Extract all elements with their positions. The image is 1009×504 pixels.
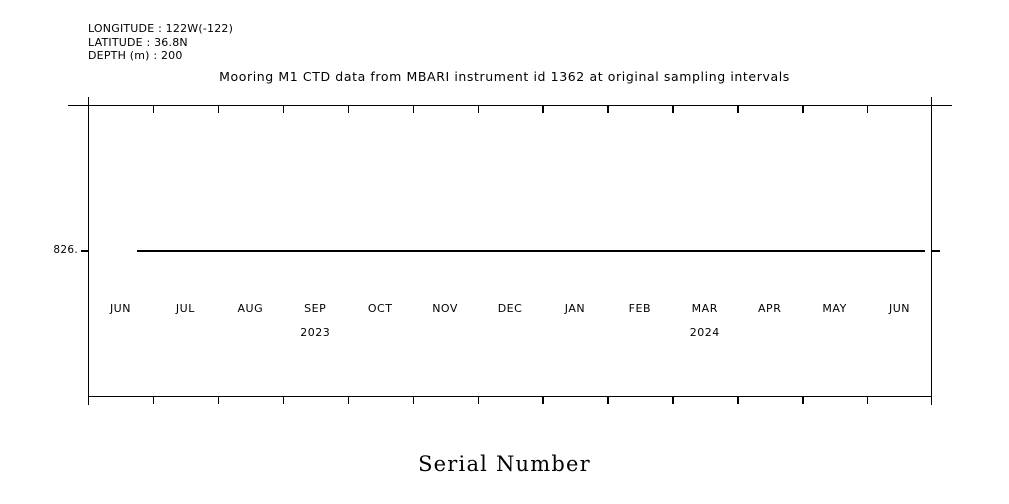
x-tick-jan-7 [542,397,544,404]
x-axis-year-label-1: 2024 [689,326,720,339]
y-tick-right-826 [932,250,940,252]
axis-spine-top [68,105,952,107]
x-axis-label-2: AUG [237,302,264,315]
axis-spine-bottom [88,396,932,398]
x-tick-top-5 [412,106,414,113]
x-tick-dec-6 [477,397,479,404]
x-tick-top-0 [88,106,90,113]
x-tick-may-11 [802,397,804,404]
x-axis-label-12: JUN [889,302,911,315]
x-tick-sep-3 [282,397,285,404]
station-metadata: LONGITUDE : 122W(-122) LATITUDE : 36.8N … [88,22,233,63]
y-tick-826 [81,250,88,252]
x-tick-top-4 [347,106,350,113]
x-tick-jun-0 [88,397,90,404]
x-tick-aug-2 [217,397,220,404]
y-axis-label-826: 826. [53,244,78,257]
x-axis-label-3: SEP [304,302,327,315]
x-axis-label-6: DEC [497,302,523,315]
x-axis-label-11: MAY [822,302,847,315]
x-axis-title: Serial Number [418,452,591,476]
x-tick-top-8 [607,106,609,113]
data-series-serial-number [136,250,926,252]
x-tick-top-10 [737,106,739,113]
x-tick-mar-9 [672,397,674,404]
x-tick-top-7 [542,106,544,113]
x-tick-jun-12 [867,397,869,404]
x-tick-top-3 [282,106,285,113]
axis-spine-right [931,97,933,405]
metadata-longitude: LONGITUDE : 122W(-122) [88,22,234,35]
plot-area [68,97,952,405]
x-tick-top-12 [867,106,869,113]
x-axis-label-5: NOV [432,302,458,315]
x-axis-label-1: JUL [175,302,195,315]
x-axis-label-9: MAR [691,302,718,315]
metadata-depth: DEPTH (m) : 200 [88,49,183,62]
x-axis-label-0: JUN [109,302,131,315]
x-tick-top-1 [152,106,155,113]
x-tick-feb-8 [607,397,609,404]
x-axis-label-7: JAN [564,302,586,315]
x-tick-top-9 [672,106,674,113]
x-tick-jul-1 [152,397,155,404]
x-tick-top-2 [217,106,220,113]
x-tick-top-6 [477,106,479,113]
x-axis-label-10: APR [758,302,782,315]
x-axis-label-4: OCT [367,302,393,315]
chart-title: Mooring M1 CTD data from MBARI instrumen… [219,69,790,84]
x-tick-apr-10 [737,397,739,404]
x-tick-oct-4 [347,397,350,404]
metadata-latitude: LATITUDE : 36.8N [88,35,188,49]
x-tick-top-11 [802,106,804,113]
x-axis-label-8: FEB [628,302,652,315]
x-axis-year-label-0: 2023 [300,326,331,339]
x-tick-nov-5 [412,397,414,404]
axis-spine-left [88,97,90,405]
